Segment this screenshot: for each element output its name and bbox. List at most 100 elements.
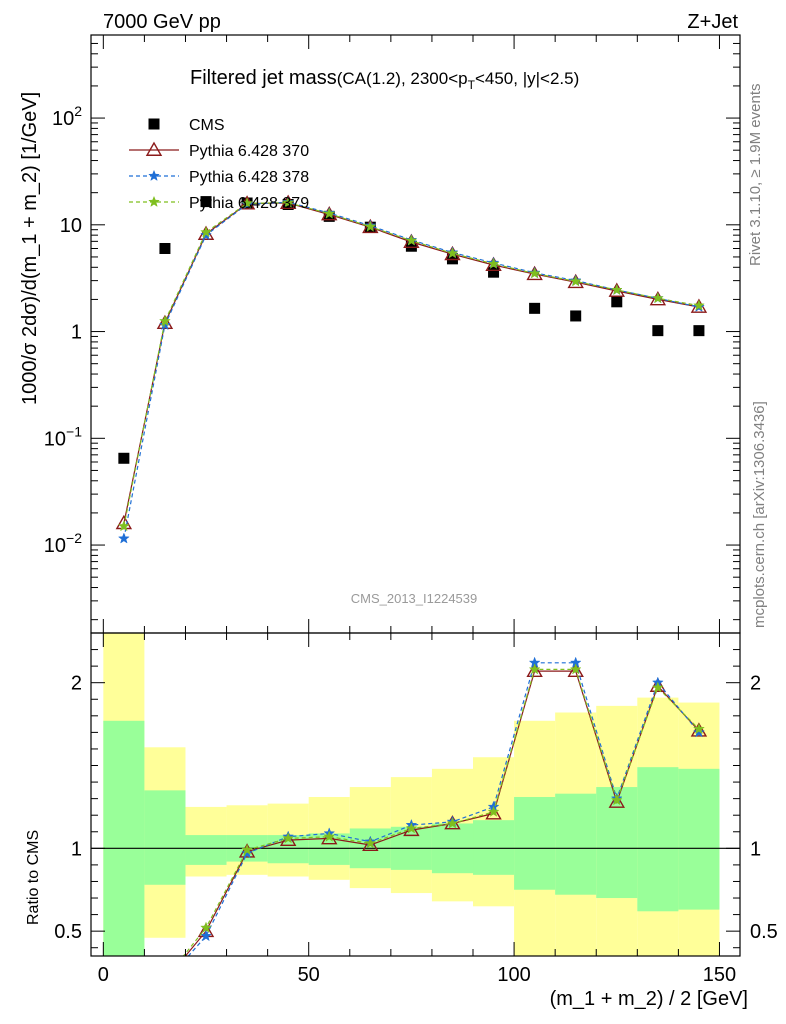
rivet-version-label: Rivet 3.1.10, ≥ 1.9M events [747,84,764,267]
main-ytick-exp-1: −1 [66,423,82,439]
main-y-axis-title: 1000/σ 2dσ)/d(m_1 + m_2) [1/GeV] [19,92,41,405]
main-point-s3-14 [693,299,705,311]
main-point-s2-1 [159,318,171,331]
ratio-series-group [158,656,708,987]
ratio-ytick-label-left-2: 2 [71,673,82,695]
ratio-point-s2-5 [323,830,336,842]
ratio-uncertainty-bands [91,633,740,956]
main-point-s3-9 [487,257,500,270]
ratio-point-s2-2 [200,921,212,933]
ratio-point-s0-14 [690,722,708,737]
header-right-label: Z+Jet [687,11,738,33]
main-point-s3-13 [651,292,664,304]
ratio-ytick-label-right-1: 1 [750,838,761,860]
main-point-s3-8 [446,247,459,259]
main-point-s0-13 [652,325,664,337]
ratio-point-s2-12 [610,794,623,806]
ratio-ytick-label-right-2: 2 [750,673,761,695]
ratio-point-s2-14 [693,722,705,735]
ratio-y-axis: 0.5 0.5 1 1 2 2 [54,649,778,949]
legend-label-0: CMS [189,117,225,134]
ratio-point-s2-11 [569,663,582,675]
legend-marker-0 [148,118,160,130]
main-point-s0-2 [200,196,212,208]
ratio-point-s1-2 [200,929,212,942]
main-point-s0-11 [570,310,582,322]
main-ytick-exp-0: −2 [66,530,82,546]
ratio-ytick-label-left-1: 1 [71,838,82,860]
ratio-point-s2-13 [651,681,664,693]
ratio-inner-band-0 [103,720,145,956]
ratio-ytick-label-right-0: 0.5 [750,921,778,943]
ratio-point-s1-1 [160,977,171,987]
main-ytick-base-1: 10 [44,428,66,450]
main-point-s0-0 [118,452,130,464]
main-ytick-label-3: 10 [60,215,82,237]
main-point-s0-14 [693,325,705,337]
ratio-point-s2-8 [446,817,459,829]
ratio-xtick-label-3: 150 [703,964,736,986]
ratio-point-s1-3 [241,847,253,859]
analysis-watermark: CMS_2013_I1224539 [351,591,478,606]
chart-title-main: Filtered jet mass [190,67,337,89]
ratio-inner-band-2 [185,835,227,865]
ratio-point-s0-12 [608,793,625,808]
ratio-xtick-label-2: 100 [497,964,530,986]
chart-title: Filtered jet mass(CA(1.2), 2300<pT<450, … [190,67,579,92]
mcplots-label: mcplots.cern.ch [arXiv:1306.3436] [751,401,768,628]
ratio-inner-band-9 [473,820,515,875]
ratio-inner-band-12 [596,787,638,899]
ratio-ytick-label-left-0: 0.5 [54,921,82,943]
ratio-inner-band-1 [144,790,186,885]
ratio-series-line-2 [182,668,700,956]
main-ytick-label-2: 1 [71,322,82,344]
x-axis-title: (m_1 + m_2) / 2 [GeV] [550,988,748,1010]
main-point-s3-10 [528,267,541,279]
chart-subtitle-suffix: <450, |y|<2.5) [475,69,579,88]
ratio-point-s2-7 [405,822,418,834]
main-point-s0-12 [611,296,623,308]
main-point-s1-2 [197,225,215,240]
main-ytick-label-0: 10−2 [44,530,82,557]
ratio-point-s2-10 [528,663,541,675]
ratio-x-axis: 0 50 100 150 [98,633,736,986]
main-series-line-2 [123,201,700,539]
main-point-s2-0 [117,532,130,544]
legend-label-3: Pythia 6.428 379 [189,195,309,212]
main-point-s0-10 [529,302,541,314]
legend-marker-2 [148,169,160,181]
main-point-s0-5 [323,210,335,222]
ratio-point-s2-3 [241,843,253,855]
legend-label-1: Pythia 6.428 370 [189,143,309,160]
main-ytick-label-1: 10−1 [44,423,82,450]
main-point-s0-1 [159,242,171,254]
main-point-s3-7 [405,234,418,246]
ratio-point-s0-10 [526,662,543,678]
ratio-y-axis-title: Ratio to CMS [25,830,42,925]
ratio-panel-frame [90,632,741,957]
main-point-s3-12 [610,283,623,296]
ratio-point-s2-9 [487,805,500,817]
main-point-s3-3 [241,197,253,209]
main-point-s3-5 [323,207,336,219]
ratio-point-s2-6 [364,837,377,849]
ratio-series-2 [160,663,705,984]
main-x-ticks [102,35,720,633]
main-point-s3-2 [200,226,212,238]
ratio-point-s0-3 [238,843,256,858]
legend: CMS Pythia 6.428 370 Pythia 6.428 378 Pythi… [129,117,309,212]
chart-subtitle-sub: T [468,78,476,92]
ratio-series-line-0 [184,670,700,956]
legend-marker-3 [148,195,160,207]
ratio-point-s0-1 [158,974,172,986]
main-ytick-exp-4: 2 [74,103,82,119]
ratio-inner-band-10 [514,796,556,890]
main-series-3 [117,196,705,532]
ratio-xtick-label-1: 50 [298,964,320,986]
legend-label-2: Pythia 6.428 378 [189,169,309,186]
main-point-s0-7 [405,240,417,252]
ratio-point-s1-14 [693,726,705,738]
ratio-point-s2-4 [282,832,295,844]
ratio-point-s2-1 [160,974,171,984]
